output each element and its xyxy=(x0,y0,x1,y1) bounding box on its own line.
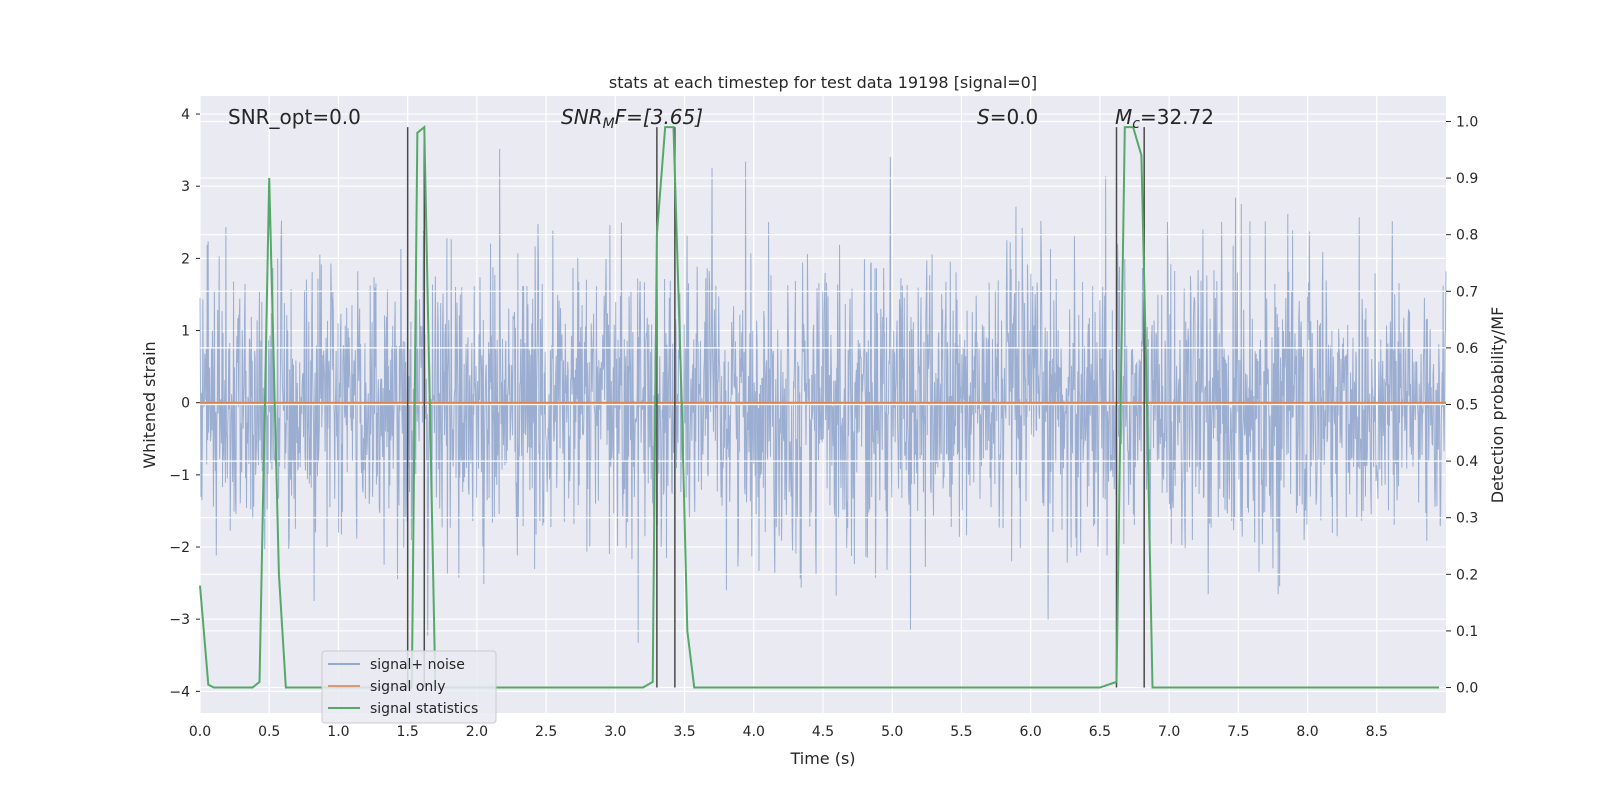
y-right-tick-label-2: 0.8 xyxy=(1456,228,1478,244)
annotation-snr-mf-subscript: M xyxy=(603,116,615,132)
y-left-tick-labels: 4 3 2 1 0 −1 −2 −3 −4 xyxy=(169,107,200,700)
annotation-mc: Mc=32.72 xyxy=(1115,105,1214,132)
y-left-tick-label-1: 3 xyxy=(181,179,190,195)
y-right-tick-label-7: 0.3 xyxy=(1456,511,1478,527)
x-tick-label-0: 0.0 xyxy=(189,724,211,740)
x-tick-label-12: 6.0 xyxy=(1020,724,1042,740)
annotation-mc-symbol: M xyxy=(1115,105,1132,129)
y-right-tick-label-8: 0.2 xyxy=(1456,567,1478,583)
x-tick-label-5: 2.5 xyxy=(535,724,557,740)
y-left-tick-label-5: −1 xyxy=(169,468,190,484)
y-right-tick-label-5: 0.5 xyxy=(1456,398,1478,414)
x-tick-label-3: 1.5 xyxy=(397,724,419,740)
vertical-markers xyxy=(406,127,1145,688)
x-tick-label-10: 5.0 xyxy=(881,724,903,740)
x-axis-label: Time (s) xyxy=(789,749,855,768)
legend-box xyxy=(321,650,497,724)
legend-label-signal-only: signal only xyxy=(370,679,445,695)
x-tick-label-15: 7.5 xyxy=(1227,724,1249,740)
x-tick-label-2: 1.0 xyxy=(327,724,349,740)
x-tick-label-1: 0.5 xyxy=(258,724,280,740)
x-tick-label-17: 8.5 xyxy=(1366,724,1388,740)
y-left-tick-label-2: 2 xyxy=(181,251,190,267)
annotation-mc-subscript: c xyxy=(1132,116,1140,132)
y-right-tick-label-4: 0.6 xyxy=(1456,341,1478,357)
y-right-tick-label-1: 0.9 xyxy=(1456,171,1478,187)
x-tick-label-7: 3.5 xyxy=(673,724,695,740)
x-tick-label-4: 2.0 xyxy=(466,724,488,740)
x-tick-label-16: 8.0 xyxy=(1296,724,1318,740)
y-left-tick-label-7: −3 xyxy=(169,612,190,628)
y-right-tick-label-9: 0.1 xyxy=(1456,624,1478,640)
x-tick-labels: 0.0 0.5 1.0 1.5 2.0 2.5 3.0 3.5 4.0 4.5 5.0 5.5 6.0 6… xyxy=(189,724,1388,740)
annotation-s-rest: =0.0 xyxy=(990,105,1039,129)
annotation-s: S=0.0 xyxy=(977,105,1038,129)
legend: signal+ noise signal only signal statist… xyxy=(321,650,497,724)
y-right-tick-label-3: 0.7 xyxy=(1456,284,1478,300)
y-right-tick-label-6: 0.4 xyxy=(1456,454,1478,470)
y-left-tick-label-4: 0 xyxy=(181,396,190,412)
legend-label-signal-statistics: signal statistics xyxy=(370,701,478,717)
x-tick-label-13: 6.5 xyxy=(1089,724,1111,740)
x-tick-label-11: 5.5 xyxy=(950,724,972,740)
annotation-snr-mf-symbol: SNR xyxy=(561,105,603,129)
y-axis-label-left: Whitened strain xyxy=(140,341,159,468)
chart-title: stats at each timestep for test data 191… xyxy=(609,73,1037,92)
y-left-tick-label-8: −4 xyxy=(169,684,190,700)
legend-label-signal-plus-noise: signal+ noise xyxy=(370,657,465,673)
y-left-tick-label-3: 1 xyxy=(181,324,190,340)
x-tick-label-14: 7.0 xyxy=(1158,724,1180,740)
x-tick-label-9: 4.5 xyxy=(812,724,834,740)
annotation-mc-rest: =32.72 xyxy=(1140,105,1214,129)
annotation-snr-mf: SNRMF=[3.65] xyxy=(561,105,703,132)
annotation-snr-mf-rest: F=[3.65] xyxy=(615,105,703,129)
y-left-tick-label-6: −2 xyxy=(169,540,190,556)
y-left-tick-label-0: 4 xyxy=(181,107,190,123)
annotation-s-symbol: S xyxy=(977,105,990,129)
y-right-tick-labels: 1.0 0.9 0.8 0.7 0.6 0.5 0.4 0.3 0.2 0.1 0.0 xyxy=(1446,114,1478,697)
y-right-tick-label-0: 1.0 xyxy=(1456,114,1478,130)
y-axis-label-right: Detection probability/MF xyxy=(1488,307,1507,504)
x-tick-label-6: 3.0 xyxy=(604,724,626,740)
y-right-tick-label-10: 0.0 xyxy=(1456,681,1478,697)
x-tick-label-8: 4.0 xyxy=(743,724,765,740)
annotation-snr-opt: SNR_opt=0.0 xyxy=(228,105,361,129)
